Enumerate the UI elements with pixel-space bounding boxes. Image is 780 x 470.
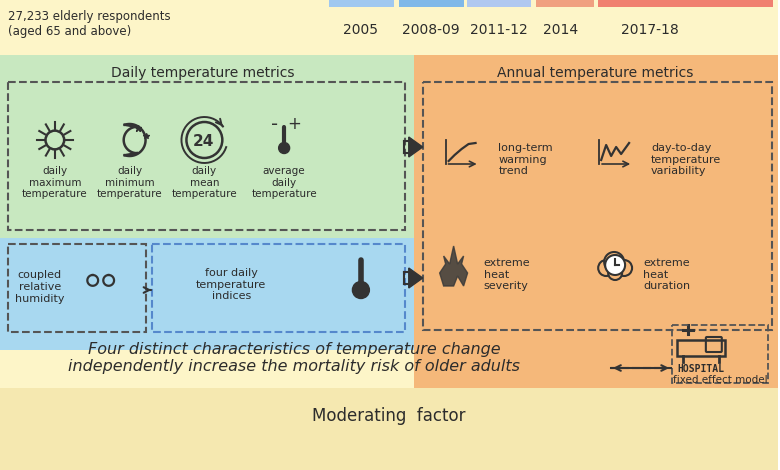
Text: daily
maximum
temperature: daily maximum temperature <box>22 166 87 199</box>
Text: 2008-09: 2008-09 <box>402 23 459 37</box>
Text: day-to-day
temperature
variability: day-to-day temperature variability <box>651 143 722 176</box>
Text: Daily temperature metrics: Daily temperature metrics <box>111 66 294 80</box>
Text: average
daily
temperature: average daily temperature <box>251 166 317 199</box>
Text: Four distinct characteristics of temperature change
independently increase the m: Four distinct characteristics of tempera… <box>68 342 520 374</box>
Text: 2005: 2005 <box>343 23 378 37</box>
FancyBboxPatch shape <box>329 0 394 7</box>
Text: daily
minimum
temperature: daily minimum temperature <box>97 166 162 199</box>
Text: -: - <box>271 115 278 133</box>
Polygon shape <box>409 268 423 288</box>
Text: HOSPITAL: HOSPITAL <box>677 364 725 374</box>
Text: extreme
heat
duration: extreme heat duration <box>643 258 690 291</box>
Text: long-term
warming
trend: long-term warming trend <box>498 143 553 176</box>
Text: four daily
temperature
indices: four daily temperature indices <box>197 268 267 301</box>
FancyBboxPatch shape <box>537 0 594 7</box>
Text: daily
mean
temperature: daily mean temperature <box>172 166 237 199</box>
Text: Moderating  factor: Moderating factor <box>312 407 466 425</box>
Text: 2014: 2014 <box>543 23 578 37</box>
FancyBboxPatch shape <box>598 0 773 7</box>
FancyBboxPatch shape <box>0 238 413 350</box>
Circle shape <box>604 252 624 272</box>
Circle shape <box>605 255 625 275</box>
Text: 24: 24 <box>193 133 214 149</box>
Circle shape <box>616 260 632 276</box>
Text: 2011-12: 2011-12 <box>470 23 527 37</box>
Polygon shape <box>440 246 467 286</box>
Circle shape <box>608 266 622 280</box>
FancyBboxPatch shape <box>399 0 463 7</box>
FancyBboxPatch shape <box>0 388 778 470</box>
Circle shape <box>353 282 370 298</box>
Text: Annual temperature metrics: Annual temperature metrics <box>497 66 693 80</box>
Circle shape <box>278 142 289 154</box>
Text: 2017-18: 2017-18 <box>621 23 679 37</box>
Text: extreme
heat
severity: extreme heat severity <box>484 258 530 291</box>
Text: 27,233 elderly respondents
(aged 65 and above): 27,233 elderly respondents (aged 65 and … <box>8 10 171 38</box>
Polygon shape <box>409 137 423 157</box>
Circle shape <box>598 260 614 276</box>
FancyBboxPatch shape <box>0 55 413 350</box>
Text: +: + <box>287 115 301 133</box>
FancyBboxPatch shape <box>413 55 778 390</box>
Text: fixed effect model: fixed effect model <box>672 375 767 385</box>
FancyBboxPatch shape <box>466 0 531 7</box>
Text: coupled
relative
humidity: coupled relative humidity <box>15 270 65 304</box>
